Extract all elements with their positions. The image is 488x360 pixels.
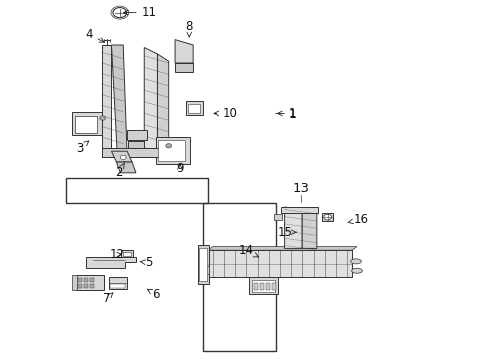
- Circle shape: [323, 214, 331, 220]
- Text: 2: 2: [115, 163, 124, 179]
- Polygon shape: [207, 247, 356, 250]
- Text: 1: 1: [277, 107, 296, 120]
- Text: 12: 12: [110, 248, 124, 261]
- Polygon shape: [175, 63, 193, 72]
- Polygon shape: [72, 275, 77, 290]
- Text: 4: 4: [85, 28, 104, 42]
- Bar: [84, 278, 88, 282]
- Circle shape: [120, 155, 126, 159]
- Polygon shape: [102, 148, 168, 157]
- Bar: [158, 140, 185, 161]
- Polygon shape: [281, 207, 317, 213]
- Text: 11: 11: [123, 6, 156, 19]
- Polygon shape: [128, 141, 144, 149]
- Bar: [265, 283, 269, 290]
- Bar: [260, 283, 264, 290]
- Text: 9: 9: [176, 162, 183, 175]
- Bar: [254, 283, 258, 290]
- Text: 7: 7: [102, 292, 113, 305]
- Polygon shape: [144, 48, 157, 153]
- Bar: [155, 137, 189, 164]
- Polygon shape: [175, 40, 193, 63]
- Ellipse shape: [350, 259, 361, 264]
- Polygon shape: [284, 207, 302, 248]
- Bar: [84, 284, 88, 288]
- Bar: [273, 214, 281, 220]
- Text: 1: 1: [288, 108, 296, 121]
- Bar: [271, 283, 275, 290]
- Bar: [72, 112, 102, 135]
- Polygon shape: [321, 213, 333, 221]
- Text: 16: 16: [347, 213, 367, 226]
- Bar: [66, 178, 207, 203]
- Polygon shape: [302, 210, 316, 248]
- Text: 13: 13: [292, 183, 308, 195]
- Bar: [207, 250, 351, 277]
- Polygon shape: [185, 101, 203, 115]
- Polygon shape: [127, 130, 146, 140]
- Bar: [110, 284, 124, 288]
- Bar: [198, 245, 208, 284]
- Text: 15: 15: [278, 226, 295, 239]
- Ellipse shape: [351, 268, 362, 273]
- Polygon shape: [111, 151, 132, 162]
- Bar: [122, 252, 130, 256]
- Bar: [90, 278, 94, 282]
- Text: 6: 6: [147, 288, 159, 301]
- Bar: [251, 280, 275, 292]
- Text: 14: 14: [238, 244, 258, 257]
- Polygon shape: [85, 257, 136, 268]
- Bar: [249, 277, 277, 294]
- Text: 3: 3: [76, 141, 89, 155]
- Bar: [78, 278, 82, 282]
- Bar: [76, 275, 104, 290]
- Bar: [203, 203, 276, 351]
- Text: 10: 10: [214, 107, 237, 120]
- Polygon shape: [188, 104, 200, 113]
- Text: 8: 8: [185, 21, 193, 37]
- Bar: [78, 284, 82, 288]
- Bar: [90, 284, 94, 288]
- Bar: [108, 277, 127, 289]
- Bar: [199, 248, 206, 281]
- Polygon shape: [116, 162, 136, 173]
- Bar: [121, 250, 133, 257]
- Polygon shape: [102, 45, 111, 157]
- Bar: [203, 266, 208, 274]
- Circle shape: [113, 8, 126, 18]
- Text: 5: 5: [140, 256, 153, 269]
- Polygon shape: [111, 45, 127, 157]
- Circle shape: [100, 116, 105, 120]
- Bar: [75, 116, 97, 133]
- Circle shape: [165, 144, 171, 148]
- Polygon shape: [157, 54, 168, 153]
